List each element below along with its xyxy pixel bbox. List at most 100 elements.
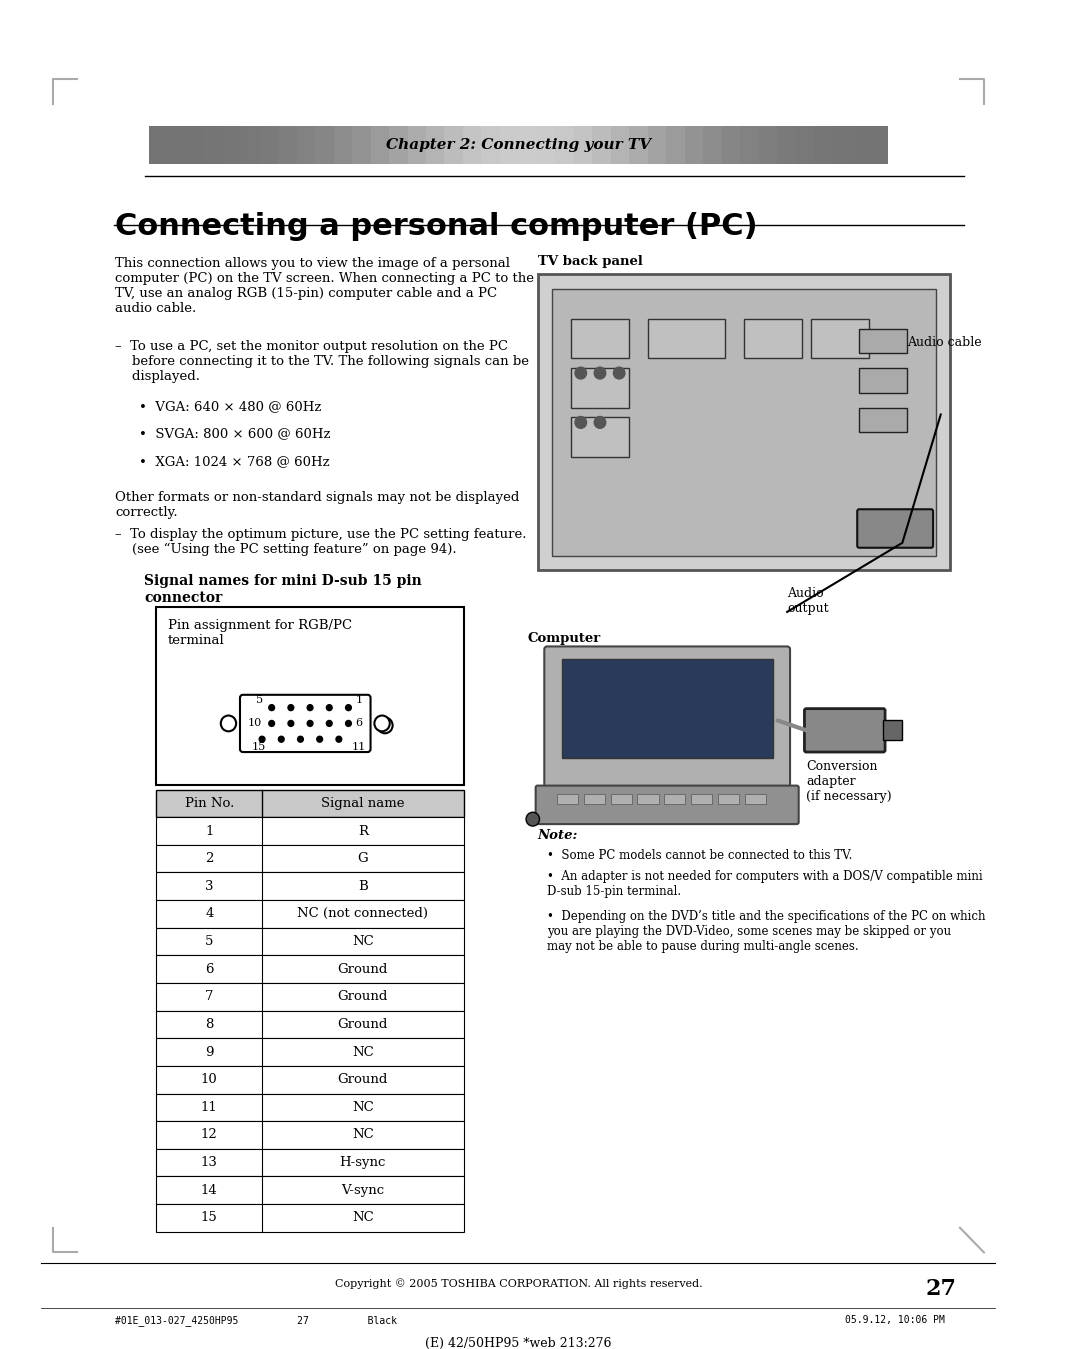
Circle shape (269, 704, 274, 711)
Bar (157, 789, 463, 817)
Bar (555, 127, 573, 163)
Bar (583, 795, 605, 804)
Circle shape (377, 718, 393, 734)
Polygon shape (883, 720, 903, 741)
Bar (334, 127, 352, 163)
Text: Ground: Ground (338, 1018, 388, 1031)
Bar (610, 795, 632, 804)
Bar (721, 127, 740, 163)
Text: –  To display the optimum picture, use the PC setting feature.
    (see “Using t: – To display the optimum picture, use th… (116, 527, 527, 556)
Text: 15: 15 (201, 1211, 218, 1225)
Bar (537, 127, 555, 163)
Bar (745, 795, 766, 804)
Text: 11: 11 (201, 1101, 218, 1114)
Text: 10: 10 (201, 1074, 218, 1086)
Bar (157, 983, 463, 1010)
Text: This connection allows you to view the image of a personal
computer (PC) on the : This connection allows you to view the i… (116, 256, 535, 314)
Circle shape (279, 737, 284, 742)
Bar (157, 607, 463, 785)
Text: Audio
output: Audio output (787, 587, 828, 615)
Text: #01E_013-027_4250HP95          27          Black: #01E_013-027_4250HP95 27 Black (116, 1315, 397, 1326)
Circle shape (346, 720, 351, 726)
Circle shape (259, 737, 265, 742)
Text: 7: 7 (205, 990, 214, 1004)
Text: Computer: Computer (528, 631, 602, 645)
Text: 13: 13 (201, 1156, 218, 1170)
Bar (222, 127, 241, 163)
Circle shape (346, 704, 351, 711)
Circle shape (288, 704, 294, 711)
Circle shape (326, 720, 333, 726)
Bar (426, 127, 445, 163)
Text: 5: 5 (205, 935, 214, 948)
Circle shape (307, 720, 313, 726)
Text: •  XGA: 1024 × 768 @ 60Hz: • XGA: 1024 × 768 @ 60Hz (139, 455, 329, 468)
Bar (186, 127, 204, 163)
Text: TV back panel: TV back panel (538, 255, 643, 267)
Bar (573, 127, 592, 163)
Text: Note:: Note: (538, 830, 578, 842)
Text: Ground: Ground (338, 1074, 388, 1086)
Bar (869, 127, 888, 163)
Text: Ground: Ground (338, 990, 388, 1004)
Text: NC: NC (352, 1211, 374, 1225)
Bar (157, 1121, 463, 1149)
FancyBboxPatch shape (149, 127, 888, 163)
Text: 05.9.12, 10:06 PM: 05.9.12, 10:06 PM (845, 1315, 945, 1325)
Text: NC: NC (352, 1101, 374, 1114)
Text: NC: NC (352, 935, 374, 948)
Bar (157, 1149, 463, 1176)
Circle shape (307, 704, 313, 711)
Text: Pin No.: Pin No. (185, 797, 234, 809)
Circle shape (594, 417, 606, 429)
Text: •  An adapter is not needed for computers with a DOS/V compatible mini
D-sub 15-: • An adapter is not needed for computers… (548, 870, 983, 898)
Text: 27: 27 (926, 1278, 956, 1300)
Bar (637, 795, 659, 804)
Bar (648, 318, 725, 359)
Bar (814, 127, 833, 163)
FancyBboxPatch shape (544, 646, 791, 791)
Bar (149, 127, 167, 163)
Bar (518, 127, 537, 163)
Text: •  SVGA: 800 × 600 @ 60Hz: • SVGA: 800 × 600 @ 60Hz (139, 428, 330, 440)
Bar (297, 127, 315, 163)
Text: NC: NC (352, 1129, 374, 1141)
Bar (352, 127, 370, 163)
Circle shape (375, 715, 390, 731)
Text: 12: 12 (201, 1129, 218, 1141)
Bar (562, 660, 773, 758)
Bar (241, 127, 259, 163)
Circle shape (594, 367, 606, 379)
Text: 3: 3 (205, 880, 214, 893)
Text: G: G (357, 853, 368, 865)
Text: 6: 6 (355, 719, 363, 728)
Text: Copyright © 2005 TOSHIBA CORPORATION. All rights reserved.: Copyright © 2005 TOSHIBA CORPORATION. Al… (335, 1278, 702, 1288)
Bar (500, 127, 518, 163)
Bar (691, 795, 713, 804)
Bar (611, 127, 630, 163)
Bar (811, 318, 868, 359)
Text: V-sync: V-sync (341, 1184, 384, 1197)
Text: Connecting a personal computer (PC): Connecting a personal computer (PC) (116, 212, 758, 241)
Bar (157, 1010, 463, 1039)
Circle shape (288, 720, 294, 726)
Text: 6: 6 (205, 963, 214, 975)
FancyBboxPatch shape (858, 510, 933, 548)
Text: 1: 1 (355, 695, 363, 704)
Bar (718, 795, 739, 804)
Bar (664, 795, 686, 804)
Bar (592, 127, 611, 163)
Bar (796, 127, 814, 163)
Circle shape (298, 737, 303, 742)
FancyBboxPatch shape (805, 708, 886, 751)
Circle shape (316, 737, 323, 742)
Bar (157, 817, 463, 844)
Bar (552, 289, 936, 556)
Bar (157, 928, 463, 955)
Bar (833, 127, 851, 163)
Bar (758, 127, 778, 163)
Bar (860, 329, 907, 353)
Bar (279, 127, 297, 163)
Bar (157, 1176, 463, 1205)
Bar (666, 127, 685, 163)
